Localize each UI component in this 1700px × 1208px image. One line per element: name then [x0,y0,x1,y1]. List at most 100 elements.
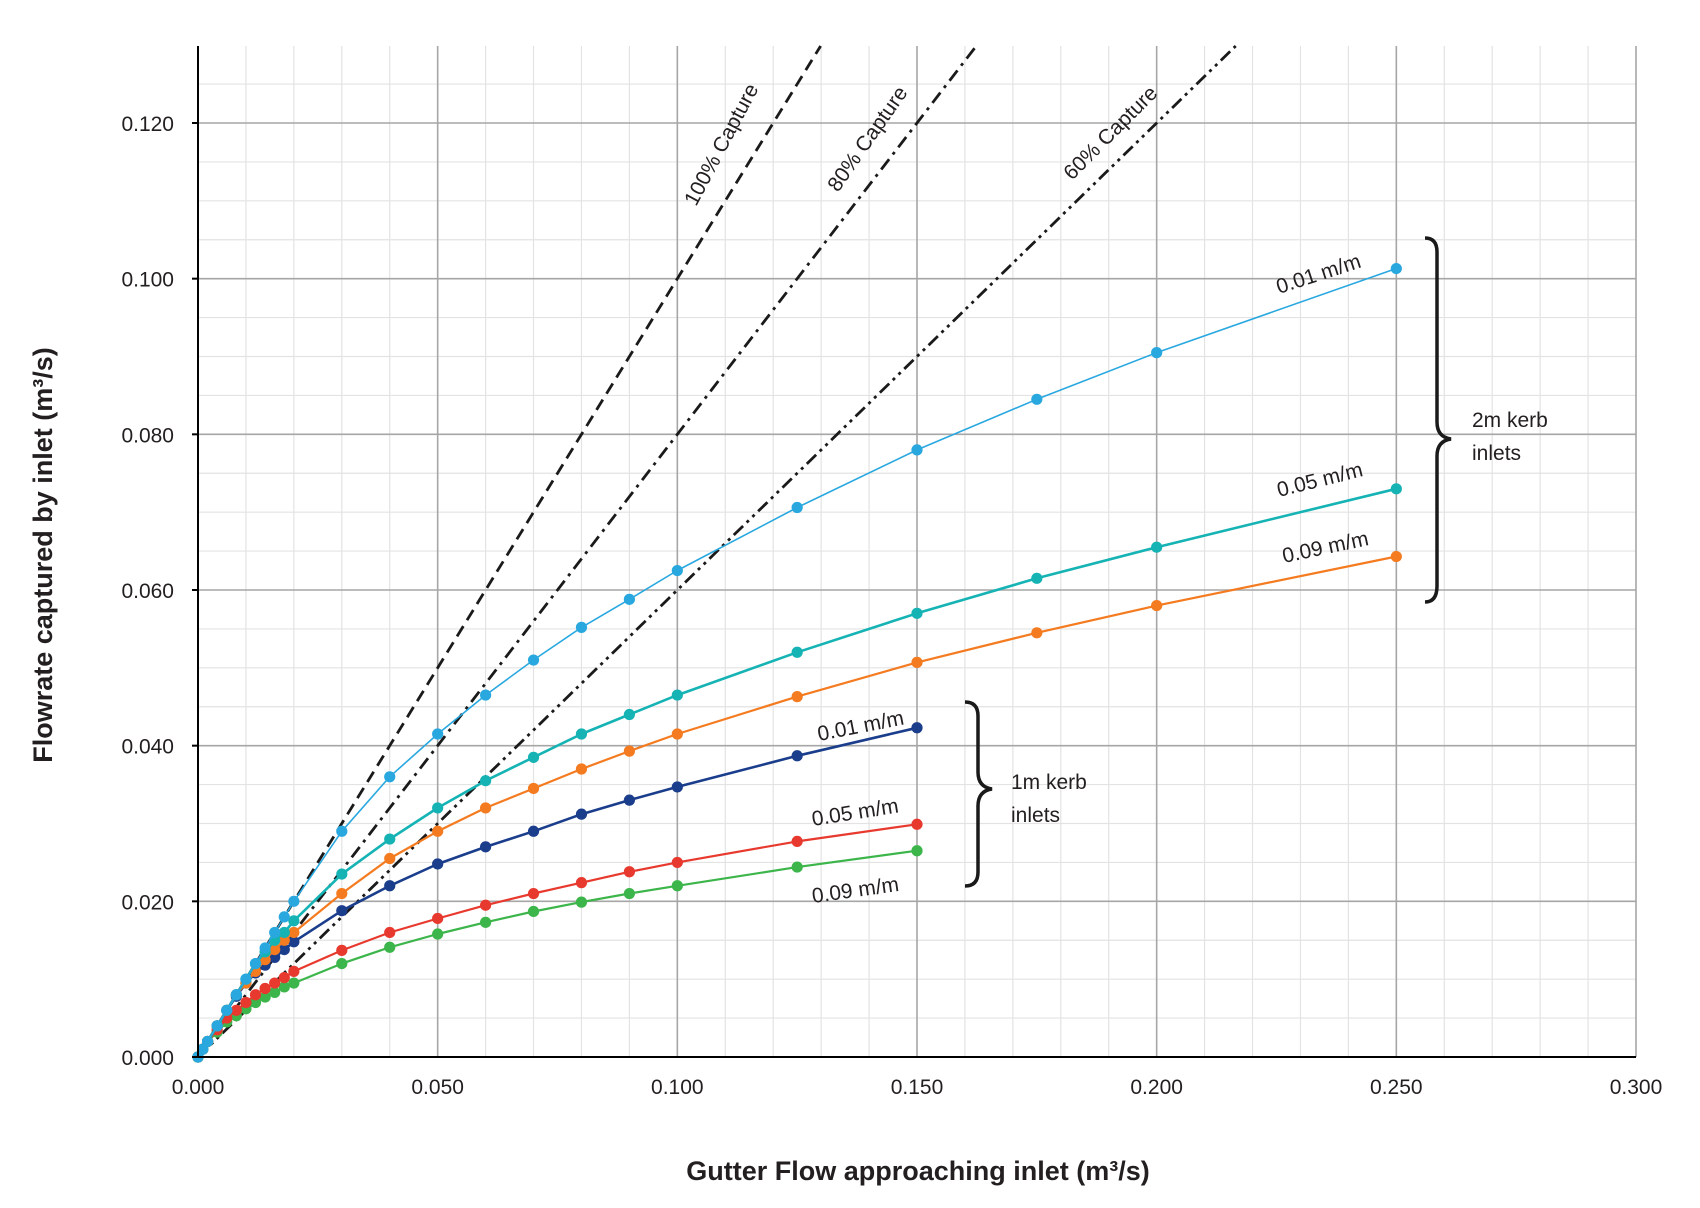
series-1m-0.05-point [432,912,444,925]
series-2m-0.05-point [1151,541,1163,553]
series-2m-0.01 [192,262,1402,1063]
series-2m-0.01-point [259,942,271,954]
x-tick-label: 0.200 [1130,1076,1183,1099]
series-2m-0.01-point [1390,262,1402,275]
series-1m-0.01-point [384,880,396,892]
x-tick-label: 0.100 [651,1076,704,1099]
tick-labels: 0.000 0.050 0.100 0.150 0.200 0.250 0.300 0.000… [121,113,1662,1099]
series-1m-0.01-point [671,781,683,793]
series-2m-0.09-point [575,763,588,775]
series-2m-0.05-point [575,728,588,740]
series-2m-0.05-point [288,915,300,927]
series-2m-0.05-point [278,926,290,939]
y-tick-label: 0.080 [121,424,174,447]
x-axis-title: Gutter Flow approaching inlet (m³/s) [686,1156,1150,1186]
series-2m-0.01-point [1031,393,1043,405]
series-2m-0.01-point [278,911,290,923]
series-1m-0.09-point [911,845,923,857]
series-1m-0.01-point [527,825,540,837]
series-2m-0.05-point [527,751,540,763]
y-tick-label: 0.040 [121,736,174,759]
series-2m-0.05-point [911,607,923,619]
series-2m-0.01-point [575,621,588,633]
series-2m-0.01-point [384,771,396,783]
series-1m-0.05-point [384,926,396,939]
series-1m-0.09-point [432,928,444,940]
series-1m-0.01-point [432,858,444,870]
axes [197,46,1636,1058]
series-1m-0.01-point [288,936,300,948]
series-2m-0.01-point [221,1004,233,1016]
series-1m-0.01-point [623,794,636,806]
series-label-2m-009: 0.09 m/m [1280,527,1370,568]
series-1m-0.05-point [240,996,252,1009]
series-2m-0.05-point [1031,572,1043,584]
series-1m-0.01-point [791,750,803,762]
series-2m-0.09-point [1390,550,1402,563]
series-2m-0.01-point [230,989,242,1001]
series-2m-0.01-point [1151,347,1163,359]
series-1m-0.01-point [269,951,281,963]
series-1m-0.05-point [278,972,290,984]
series-1m-0.09-point [278,981,290,993]
group-1m-label-line2: inlets [1011,804,1060,827]
series-1m-0.09-point [791,861,803,873]
series-2m-0.01-point [623,593,636,605]
series-2m-0.01-point [432,728,444,740]
series-2m-0.09-point [623,745,636,757]
series-2m-0.01-point [480,689,492,701]
series-2m-0.05-point [791,646,803,658]
series-1m-0.09-point [269,986,281,998]
series-2m-0.01-point [791,501,803,514]
series-2m-0.01-line [197,267,1397,1058]
series-1m-0.05-point [791,835,803,848]
series-2m-0.05-point [1390,483,1402,495]
series-2m-0.09-point [1151,599,1163,612]
capture-60-line [197,44,1237,1059]
series-2m-0.09-line [197,555,1397,1058]
series-1m-0.01-point [911,722,923,734]
series-2m-0.05-point [336,868,348,880]
group-1m-label-line1: 1m kerb [1011,771,1087,794]
series-2m-0.09-point [671,728,683,740]
x-tick-label: 0.150 [891,1076,944,1099]
series-1m-0.05-point [259,982,271,995]
series-2m-0.09-point [432,825,444,837]
x-tick-label: 0.250 [1370,1076,1423,1099]
series-2m-0.09-point [384,852,396,865]
y-tick-label: 0.000 [121,1047,174,1070]
series-1m-0.05-point [336,944,348,956]
series-2m-0.01-point [336,825,348,837]
series-1m-0.05-point [230,1004,242,1016]
series-1m-0.09-point [336,958,348,970]
series-2m-0.01-point [269,926,281,939]
series-1m-0.09-point [671,880,683,892]
series-2m-0.09-point [1031,627,1043,639]
series-1m-0.09-point [480,916,492,928]
series-1m-0.09-point [623,887,636,900]
x-tick-label: 0.300 [1610,1076,1663,1099]
series-2m-0.05-point [671,689,683,701]
series-1m-0.01-point [480,841,492,853]
series-label-1m-009: 0.09 m/m [810,873,900,908]
series-2m-0.01-point [201,1035,214,1048]
series-1m-0.01-line [196,726,918,1058]
series-label-2m-001: 0.01 m/m [1273,250,1363,299]
series-1m-0.09-point [384,941,396,953]
series-1m-0.05-point [480,899,492,911]
series-1m-0.05-point [249,989,262,1001]
y-axis-title: Flowrate captured by inlet (m³/s) [28,347,58,763]
series-1m-0.09-point [288,977,300,989]
series-2m-0.05-point [480,775,492,787]
series-1m-0.05-point [911,818,923,830]
series-2m-0.05-point [432,802,444,814]
series-2m-0.05-point [623,708,636,721]
series-2m-0.01-point [911,444,923,456]
series-1m-0.09-point [259,991,271,1003]
series-1m-0.05-point [269,977,281,989]
y-tick-label: 0.120 [121,113,174,136]
series-2m-0.09-point [527,782,540,795]
series-2m-0.09-point [911,656,923,668]
